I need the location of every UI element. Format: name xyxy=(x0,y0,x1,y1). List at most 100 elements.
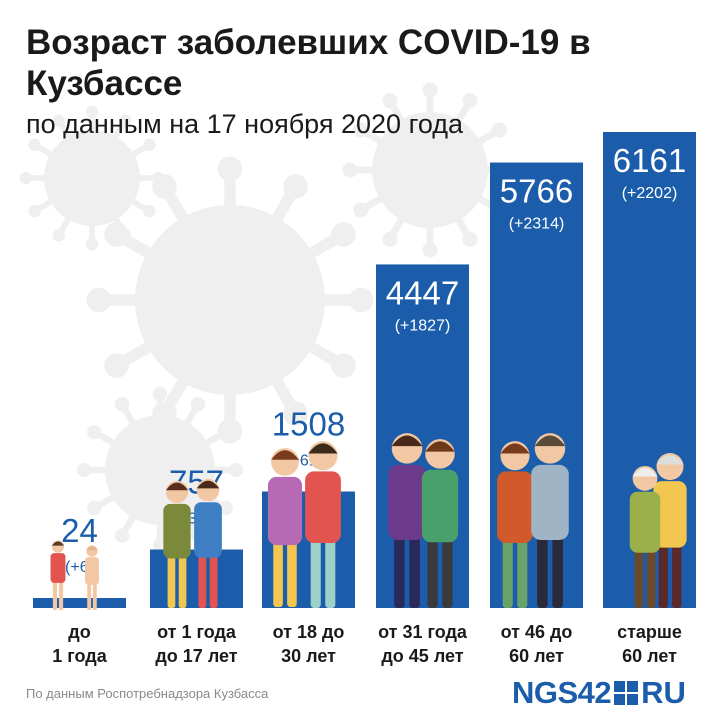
category-label: 60 лет xyxy=(622,646,677,666)
virus-spike-tip xyxy=(491,122,507,138)
virus-spike-tip xyxy=(348,287,374,313)
person-hair xyxy=(425,441,455,452)
virus-spike-tip xyxy=(218,424,233,440)
person-hair xyxy=(271,450,299,460)
person-torso xyxy=(497,471,533,544)
virus-spike-tip xyxy=(331,353,356,378)
person-leg xyxy=(167,555,176,608)
person-hair xyxy=(308,443,338,454)
bar-group-0: 24(+6)до1 года xyxy=(33,512,126,666)
person-hair xyxy=(656,455,684,465)
bar xyxy=(33,598,126,608)
virus-spike-tip xyxy=(52,114,66,127)
person-leg xyxy=(52,581,58,610)
person-leg xyxy=(442,537,453,608)
person-torso xyxy=(653,481,687,548)
bar-change-label: (+2314) xyxy=(509,216,565,233)
person-hair xyxy=(534,435,566,447)
category-label: 60 лет xyxy=(509,646,564,666)
bar-value-label: 6161 xyxy=(613,142,686,179)
person-leg xyxy=(178,555,187,608)
person-leg xyxy=(394,535,405,608)
person-leg xyxy=(658,543,668,608)
person-hair xyxy=(500,443,530,454)
virus-spike-tip xyxy=(87,424,102,440)
virus-spike-tip xyxy=(143,204,156,218)
virus-spike-tip xyxy=(114,528,130,543)
bar-change-label: (+2202) xyxy=(622,185,678,202)
bar xyxy=(150,549,243,608)
virus-spike-tip xyxy=(114,397,130,412)
person-torso xyxy=(267,476,303,546)
virus-spike-tip xyxy=(331,222,356,247)
ngs42-logo: NGS42 RU xyxy=(512,675,686,710)
virus-body xyxy=(135,205,325,395)
person-leg xyxy=(58,581,64,610)
bar-value-label: 1508 xyxy=(272,405,345,442)
logo-grid-icon xyxy=(614,681,639,705)
bar-group-3: 4447 (+1827) от 31 года до 45 лет xyxy=(376,264,469,666)
virus-spike-tip xyxy=(462,93,478,109)
category-label: 1 года xyxy=(52,646,107,666)
person-leg xyxy=(87,583,92,610)
person-leg xyxy=(502,538,513,608)
virus-spike-tip xyxy=(19,171,32,185)
person-leg xyxy=(273,540,283,607)
virus-spike-tip xyxy=(353,122,369,138)
person-torso xyxy=(305,471,341,544)
person-leg xyxy=(409,535,420,608)
person-torso xyxy=(50,553,66,583)
person-torso xyxy=(194,502,222,558)
virus-spike-tip xyxy=(104,353,129,378)
person-leg xyxy=(517,538,528,608)
chart-title: Возраст заболевших COVID-19 в Кузбассе xyxy=(26,23,591,103)
person-leg xyxy=(287,540,297,607)
category-label: от 31 года xyxy=(378,622,468,642)
virus-spike-tip xyxy=(52,229,66,242)
category-label: до xyxy=(68,622,90,642)
virus-spike-tip xyxy=(283,401,308,426)
person-hair xyxy=(165,482,189,491)
virus-spike-tip xyxy=(28,204,41,218)
category-label: до 45 лет xyxy=(381,646,463,666)
virus-spike-tip xyxy=(283,174,308,199)
bar-value-label: 4447 xyxy=(386,274,459,311)
virus-spike-tip xyxy=(353,202,369,218)
person-hair xyxy=(391,435,423,447)
person-torso xyxy=(629,491,661,553)
virus-spike-tip xyxy=(87,500,102,516)
person-hair xyxy=(196,480,220,489)
person-leg xyxy=(634,548,644,608)
person-leg xyxy=(325,538,336,608)
virus-spike-tip xyxy=(342,162,358,178)
bar-change-label: (+1827) xyxy=(395,317,451,334)
category-label: от 18 до xyxy=(273,622,345,642)
virus-spike-tip xyxy=(190,397,206,412)
virus-spike-tip xyxy=(152,386,168,402)
bar-value-label: 5766 xyxy=(500,173,573,210)
virus-shape-0 xyxy=(19,105,165,251)
virus-spike-tip xyxy=(104,222,129,247)
virus-body xyxy=(44,130,140,226)
person-leg xyxy=(672,543,682,608)
person-torso xyxy=(388,464,426,540)
virus-spike-tip xyxy=(462,231,478,247)
virus-spike-tip xyxy=(86,287,112,313)
bar-value-label: 24 xyxy=(61,512,98,549)
virus-spike-tip xyxy=(118,114,132,127)
person-torso xyxy=(85,557,99,585)
virus-spike-tip xyxy=(152,174,177,199)
person-hair xyxy=(51,541,65,546)
virus-spike-tip xyxy=(85,105,99,118)
category-label: до 17 лет xyxy=(155,646,237,666)
person-torso xyxy=(163,503,191,559)
category-label: от 46 до xyxy=(501,622,573,642)
person-leg xyxy=(427,537,438,608)
virus-spike-tip xyxy=(28,138,41,152)
category-label: старше xyxy=(617,622,682,642)
virus-body xyxy=(372,112,488,228)
virus-body xyxy=(105,415,215,525)
